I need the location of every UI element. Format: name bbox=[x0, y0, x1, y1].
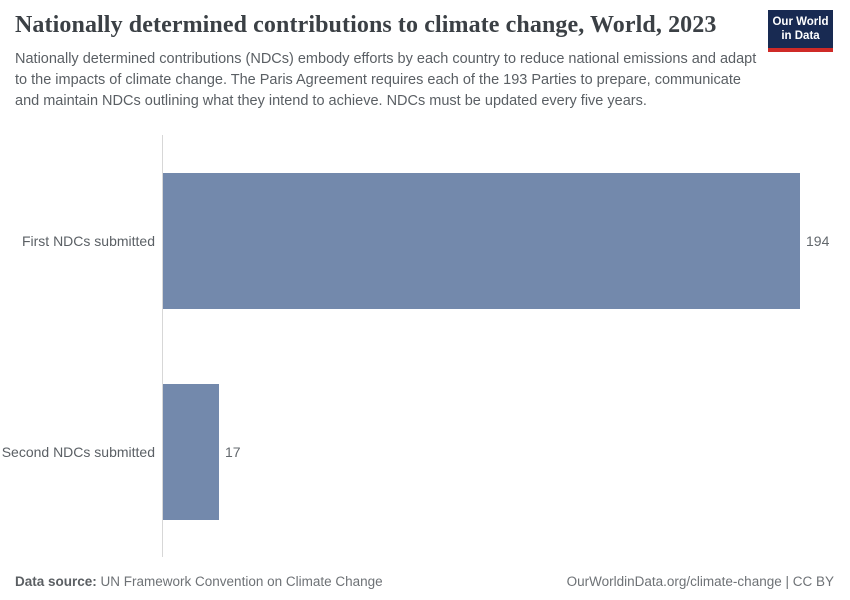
bar[interactable] bbox=[163, 172, 800, 309]
category-label: Second NDCs submitted bbox=[1, 443, 155, 460]
bar-chart: First NDCs submitted 194 Second NDCs submi… bbox=[0, 135, 850, 557]
bar-row: Second NDCs submitted 17 bbox=[0, 346, 850, 557]
chart-title: Nationally determined contributions to c… bbox=[15, 12, 717, 38]
owid-logo-line1: Our World bbox=[772, 15, 829, 28]
value-label: 17 bbox=[225, 443, 241, 460]
data-source-label: Data source: bbox=[15, 574, 97, 589]
chart-footer: Data source: UN Framework Convention on … bbox=[15, 574, 834, 589]
bar-rows: First NDCs submitted 194 Second NDCs submi… bbox=[0, 135, 850, 557]
owid-logo[interactable]: Our World in Data bbox=[768, 10, 833, 52]
value-label: 194 bbox=[806, 232, 830, 249]
license-url: OurWorldinData.org/climate-change | CC B… bbox=[566, 574, 834, 589]
y-axis-line bbox=[162, 135, 163, 557]
data-source-text: UN Framework Convention on Climate Chang… bbox=[96, 574, 383, 589]
data-source: Data source: UN Framework Convention on … bbox=[15, 574, 383, 589]
owid-logo-line2: in Data bbox=[781, 30, 820, 42]
chart-subtitle: Nationally determined contributions (NDC… bbox=[15, 51, 757, 110]
bar[interactable] bbox=[163, 383, 219, 520]
bar-row: First NDCs submitted 194 bbox=[0, 135, 850, 346]
category-label: First NDCs submitted bbox=[21, 232, 155, 249]
